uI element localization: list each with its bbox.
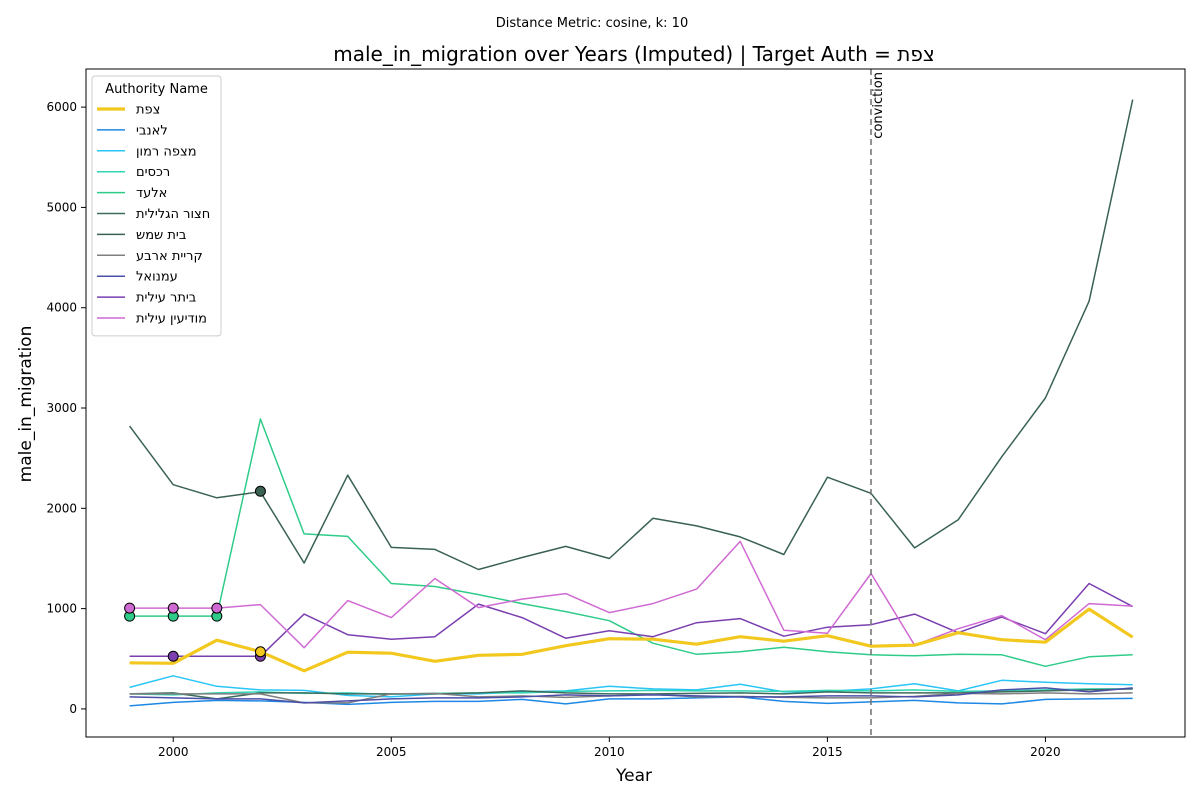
imputed-marker: [211, 602, 223, 614]
legend-label: יבנאל: [136, 123, 168, 138]
y-tick-label: 1000: [46, 602, 77, 616]
legend-label: םיסכר: [136, 165, 170, 180]
imputed-marker: [167, 650, 179, 662]
legend-label: תיליע ןיעידומ: [136, 312, 207, 327]
y-tick-label: 0: [69, 702, 77, 716]
legend: Authority Name תפצ יבנאל ןומר הפצמ םיסכר דעלא…: [91, 75, 222, 337]
y-tick-label: 2000: [46, 501, 77, 515]
x-axis-label: Year: [615, 766, 652, 786]
legend-label: לאונמע: [136, 270, 178, 285]
x-axis: 2000 2005 2010 2015 2020: [158, 737, 1061, 759]
series-line: [128, 99, 1134, 571]
x-tick-label: 2015: [812, 745, 843, 759]
legend-label: תיליע רתיב: [136, 291, 196, 306]
legend-label: עברא תיירק: [136, 249, 203, 264]
imputed-marker: [124, 602, 136, 614]
series-line: [129, 540, 1133, 649]
y-tick-label: 3000: [46, 401, 77, 415]
annotation-label: conviction: [871, 72, 886, 139]
x-tick-label: 2005: [376, 745, 407, 759]
legend-label: תילילגה רוצח: [136, 207, 210, 222]
chart-title: male_in_migration over Years (Imputed) |…: [333, 42, 935, 66]
legend-title: Authority Name: [105, 82, 208, 97]
legend-label: דעלא: [136, 186, 167, 201]
imputed-marker: [167, 602, 179, 614]
plot-area: [124, 69, 1134, 737]
series-line: [129, 582, 1134, 658]
y-tick-label: 4000: [46, 301, 77, 315]
imputed-marker: [254, 646, 266, 658]
y-axis-label: male_in_migration: [16, 326, 36, 483]
legend-label: תפצ: [136, 103, 160, 118]
imputed-marker: [254, 485, 266, 497]
y-axis: 0 1000 2000 3000 4000 5000 6000: [46, 100, 86, 716]
x-tick-label: 2020: [1030, 745, 1061, 759]
series-line: [129, 675, 1133, 698]
series-line: [129, 607, 1134, 673]
series-line: [129, 418, 1133, 668]
y-tick-label: 5000: [46, 200, 77, 214]
series-line: [129, 687, 1133, 704]
x-tick-label: 2000: [158, 745, 189, 759]
plot-frame: [85, 68, 1186, 738]
x-tick-label: 2010: [594, 745, 625, 759]
legend-label: ןומר הפצמ: [136, 144, 197, 159]
legend-box: [91, 75, 222, 337]
y-tick-label: 6000: [46, 100, 77, 114]
legend-label: שמש תיב: [136, 228, 186, 243]
chart-suptitle: Distance Metric: cosine, k: 10: [496, 16, 688, 31]
